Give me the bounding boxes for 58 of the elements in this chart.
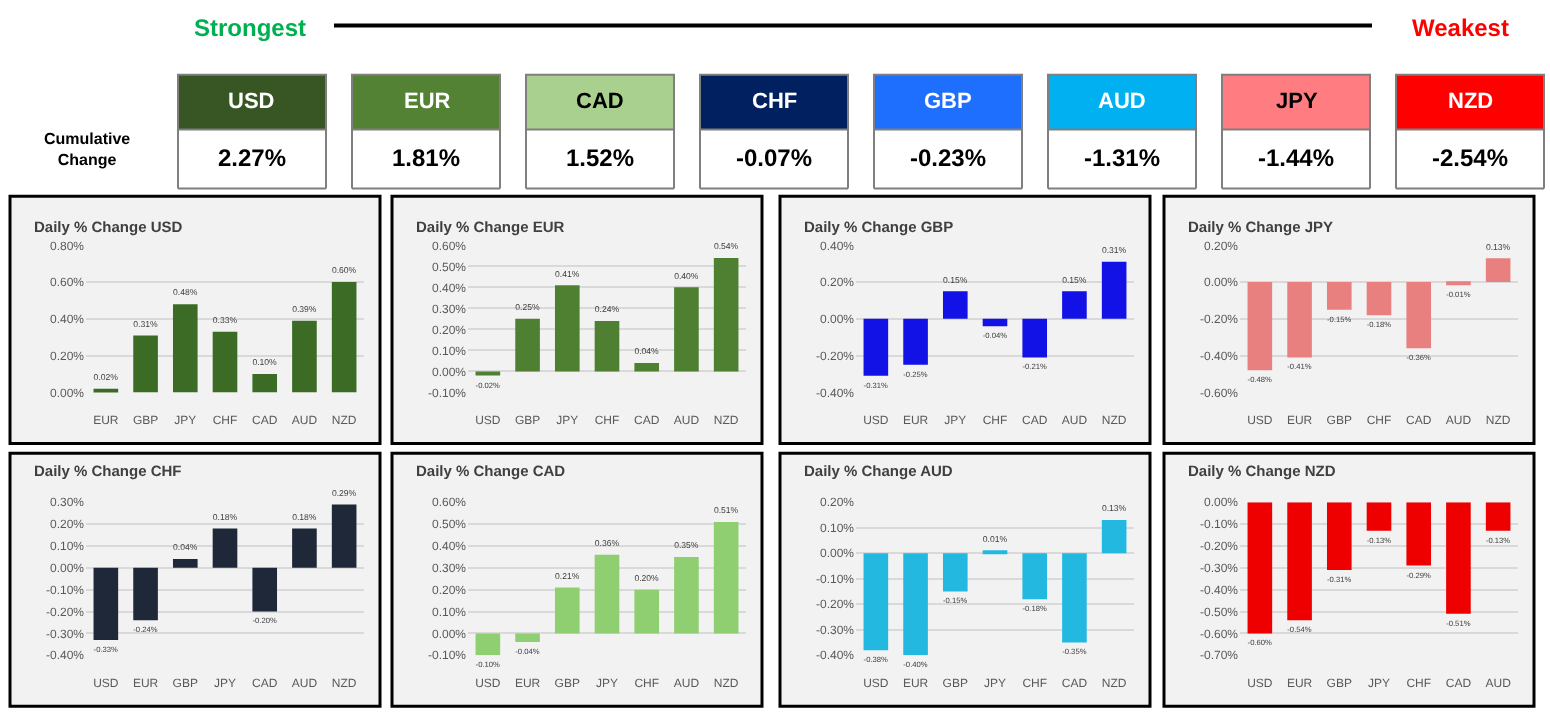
bar [1062, 291, 1087, 319]
bar [515, 633, 540, 643]
bar [172, 559, 198, 568]
bar [292, 320, 317, 393]
data-label: -0.23% [910, 144, 987, 172]
category-label: CHF [752, 90, 798, 114]
text: Strongest [194, 14, 307, 42]
bar [331, 282, 357, 393]
data-label: 2.27% [218, 144, 287, 172]
bar [93, 567, 119, 640]
bar [1101, 261, 1127, 319]
category-label: JPY [1276, 90, 1319, 114]
data-label: -1.44% [1258, 144, 1335, 172]
bar [331, 504, 357, 568]
data-label: -1.31% [1084, 144, 1161, 172]
bar [252, 374, 278, 393]
category-label: CAD [576, 90, 624, 114]
bar [1101, 520, 1127, 554]
bar [133, 335, 158, 393]
category-label: USD [228, 90, 275, 114]
bar [554, 285, 580, 372]
bar [982, 318, 1008, 327]
bar [713, 257, 739, 372]
bar [942, 291, 968, 319]
bar [212, 331, 238, 393]
category-label: GBP [924, 90, 972, 114]
bar [634, 589, 660, 634]
category-label: EUR [404, 90, 451, 114]
category-label: NZD [1448, 90, 1494, 114]
bar [942, 553, 968, 592]
bar [1022, 553, 1048, 600]
bar [634, 362, 660, 372]
bar [594, 554, 620, 634]
data-label: 1.52% [566, 144, 635, 172]
bar [594, 320, 620, 372]
bar [863, 318, 889, 376]
bar [133, 567, 158, 621]
bar [863, 553, 889, 651]
bar [674, 556, 699, 634]
text: Cumulative Change [44, 130, 132, 169]
bar [172, 304, 198, 393]
category-label: AUD [1098, 90, 1146, 114]
bar [903, 318, 928, 365]
bar [713, 521, 739, 634]
bar [252, 567, 278, 612]
bar [1062, 553, 1087, 643]
bar [515, 318, 540, 372]
bar [212, 528, 238, 568]
text: Weakest [1412, 14, 1509, 42]
bar [1022, 318, 1048, 358]
bar [554, 587, 580, 634]
bar [903, 553, 928, 656]
bar [292, 528, 317, 568]
bar [674, 287, 699, 372]
data-label: 1.81% [392, 144, 461, 172]
data-label: -2.54% [1432, 144, 1509, 172]
bar [475, 633, 501, 656]
data-label: -0.07% [736, 144, 813, 172]
